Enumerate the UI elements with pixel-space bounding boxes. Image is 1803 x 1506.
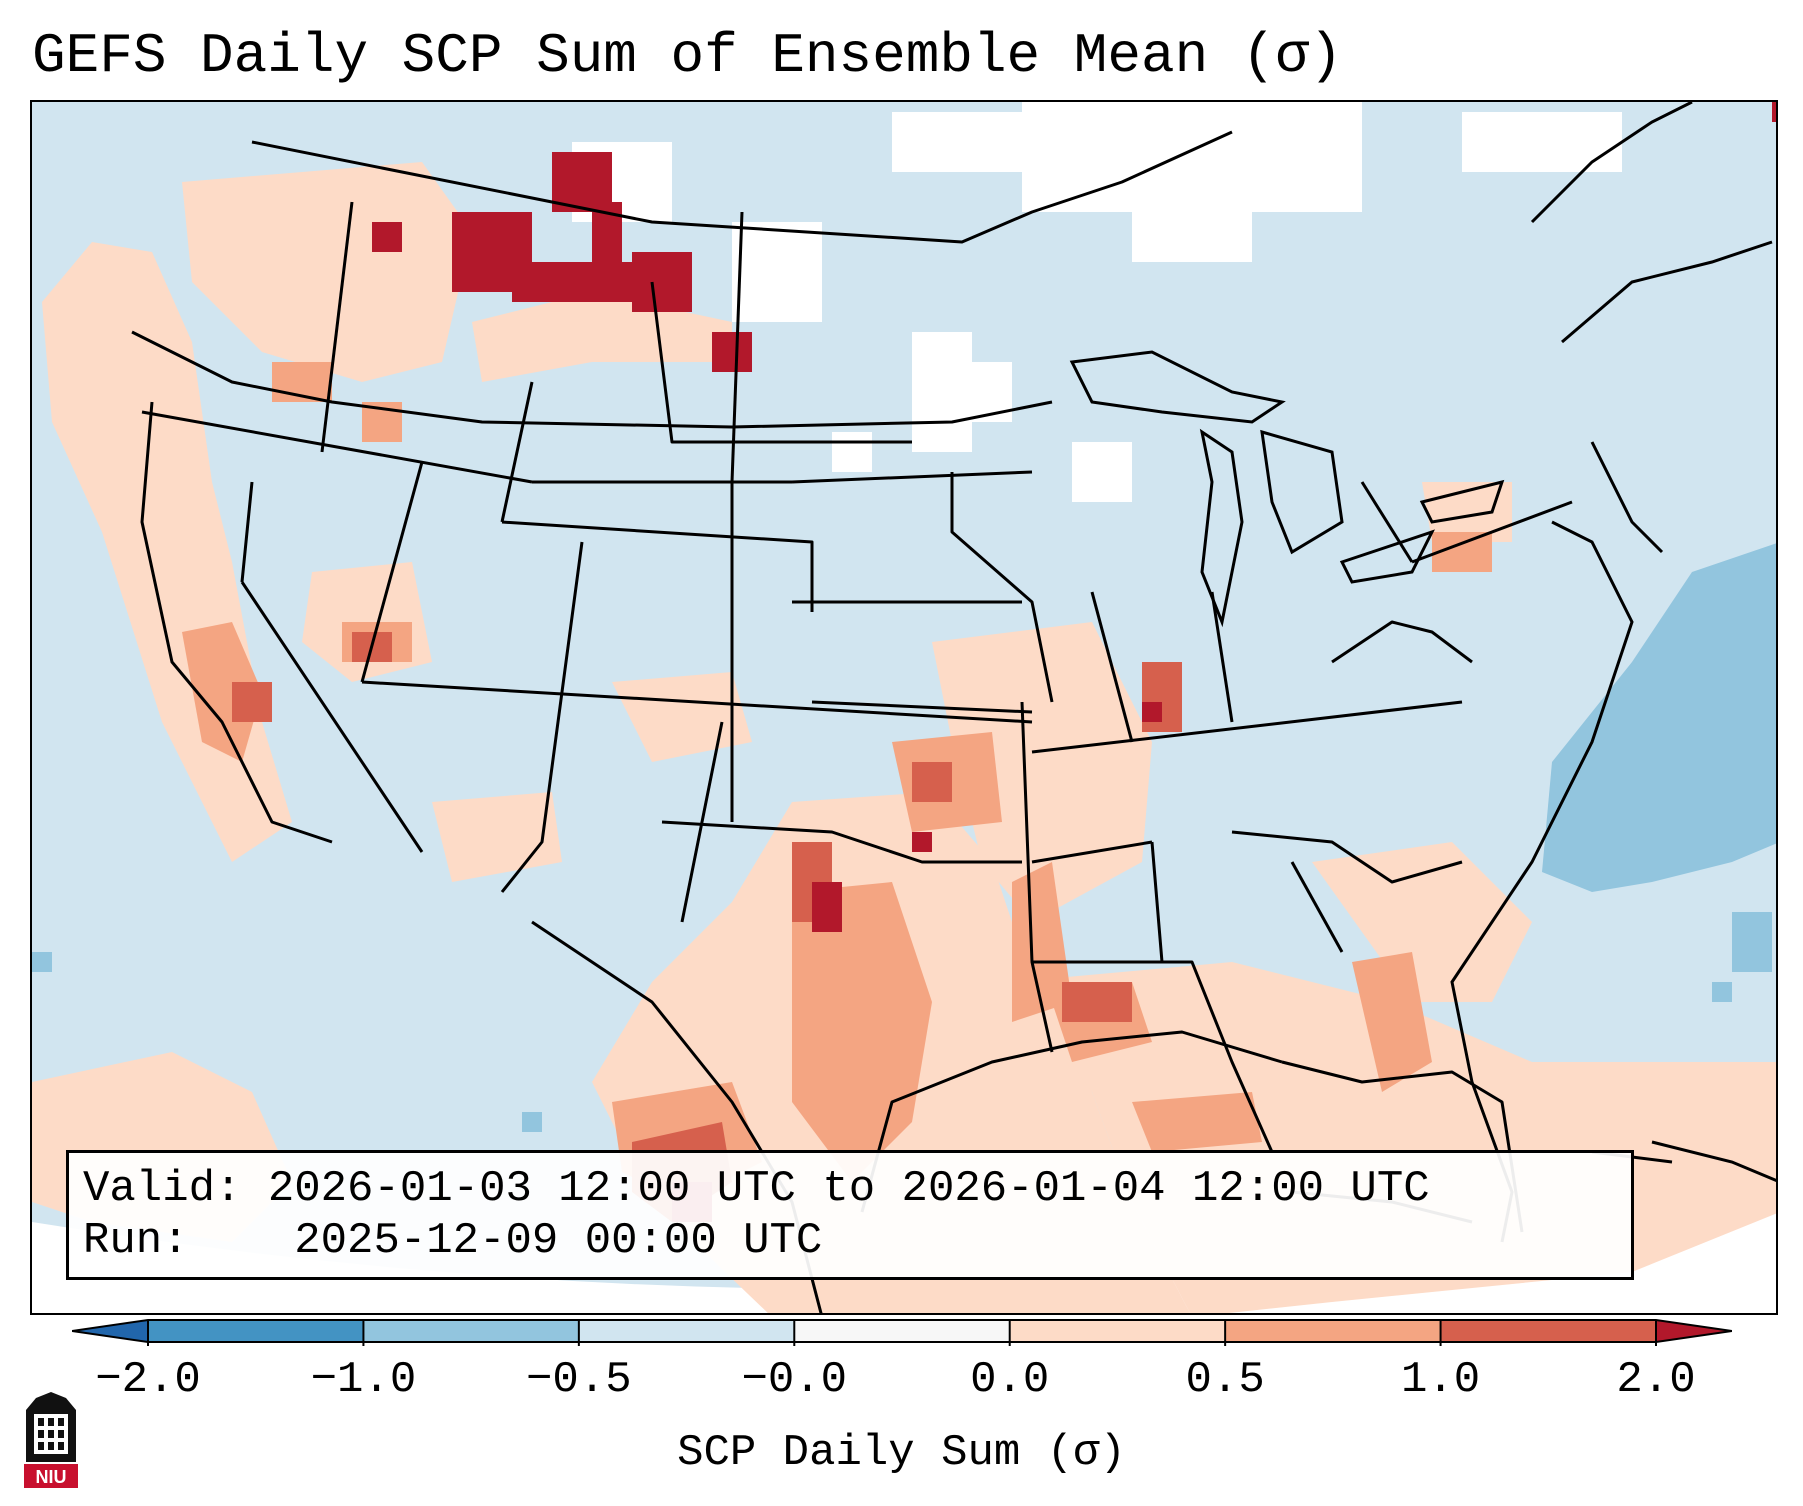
valid-label: Valid: (83, 1164, 242, 1214)
colorbar-ticks: −2.0 −1.0 −0.5 −0.0 0.0 0.5 1.0 2.0 (0, 1355, 1803, 1415)
colorbar-segment (794, 1320, 1011, 1342)
run-row: Run: 2025-12-09 00:00 UTC (83, 1215, 1617, 1267)
colorbar-tick-label: 2.0 (1616, 1355, 1696, 1405)
niu-logo-icon: NIU (24, 1392, 78, 1488)
colorbar (72, 1319, 1732, 1346)
map-panel[interactable] (30, 100, 1778, 1315)
negative-patches (32, 543, 1776, 1132)
colorbar-segments (148, 1320, 1657, 1342)
colorbar-tick-label: 0.0 (970, 1355, 1050, 1405)
colorbar-tick-label: −2.0 (95, 1355, 201, 1405)
valid-value: 2026-01-03 12:00 UTC to 2026-01-04 12:00… (267, 1164, 1430, 1214)
colorbar-extend-low (72, 1320, 148, 1342)
colorbar-label: SCP Daily Sum (σ) (677, 1428, 1126, 1478)
map-title: GEFS Daily SCP Sum of Ensemble Mean (σ) (32, 24, 1343, 88)
run-label: Run: (83, 1216, 189, 1266)
colorbar-segment (1440, 1320, 1657, 1342)
validity-box: Valid: 2026-01-03 12:00 UTC to 2026-01-0… (66, 1150, 1634, 1280)
colorbar-segment (148, 1320, 364, 1342)
colorbar-tick-label: 0.5 (1185, 1355, 1265, 1405)
colorbar-tick-label: −0.5 (526, 1355, 632, 1405)
colorbar-tick-label: 1.0 (1400, 1355, 1481, 1405)
colorbar-dividers (72, 1319, 1732, 1346)
colorbar-outline (72, 1319, 1732, 1343)
colorbar-segment (1009, 1320, 1226, 1342)
map-canvas (32, 102, 1776, 1313)
valid-row: Valid: 2026-01-03 12:00 UTC to 2026-01-0… (83, 1163, 1617, 1215)
colorbar-tick-label: −1.0 (310, 1355, 417, 1405)
run-value: 2025-12-09 00:00 UTC (294, 1216, 823, 1266)
logo-text: NIU (36, 1467, 67, 1487)
great-lakes (1069, 350, 1505, 628)
colorbar-segment (1225, 1320, 1442, 1342)
colorbar-segment (363, 1320, 580, 1342)
colorbar-tick-label: −0.0 (741, 1355, 848, 1405)
boundaries (131, 130, 1664, 1313)
neutral-patches (572, 102, 1622, 502)
colorbar-segment (578, 1320, 795, 1342)
colorbar-extend-high (1656, 1320, 1732, 1342)
extreme-positive-patches (372, 102, 1776, 1222)
